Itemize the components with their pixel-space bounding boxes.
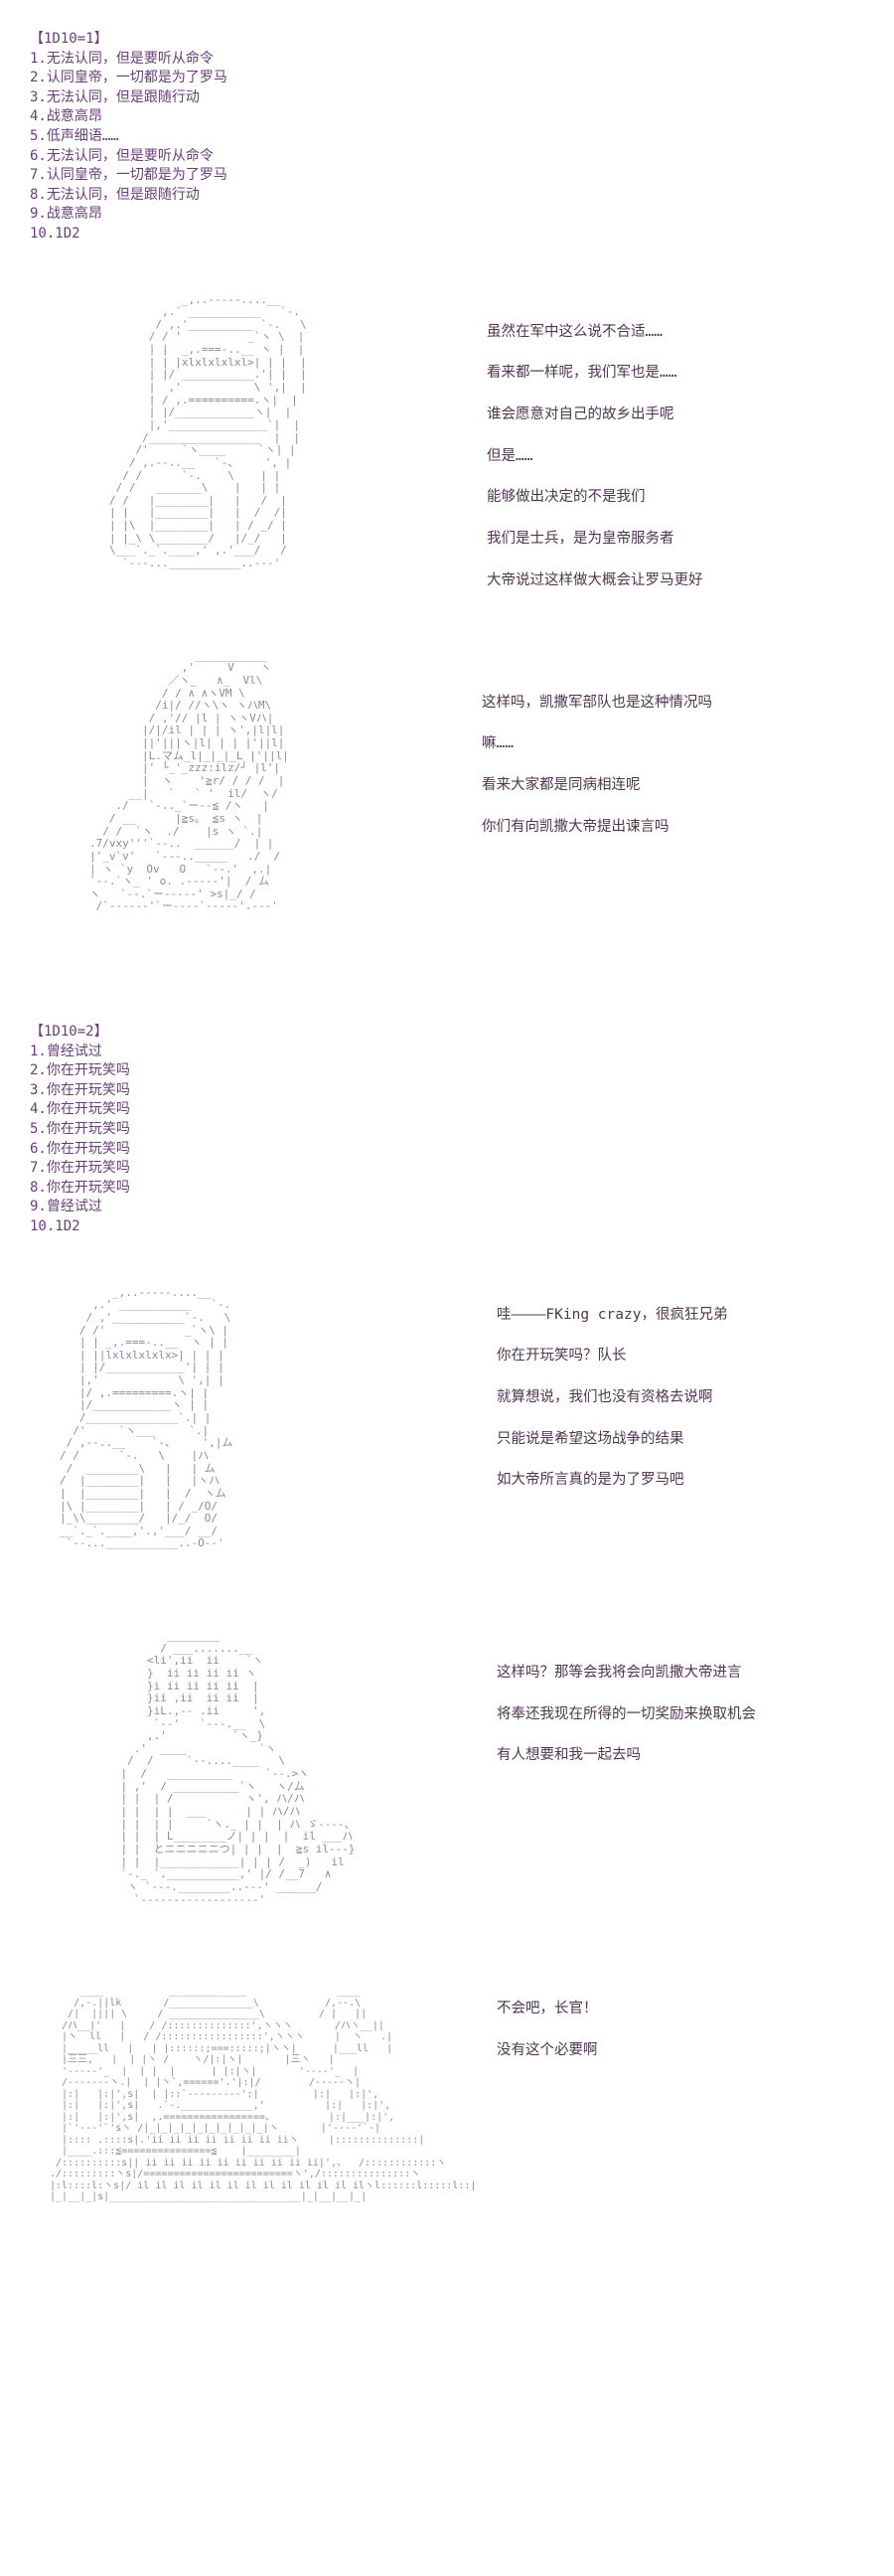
dice-option: 3.无法认同，但是跟随行动	[30, 88, 894, 108]
dice-option: 10.1D2	[30, 1217, 894, 1237]
dialogue-line: 不会吧，长官！	[497, 1991, 598, 2028]
story-panel-5: ____ _____________ ____ /,-.||lk /______…	[0, 1986, 894, 2203]
dialogue-block-2: 这样吗，凯撒军部队也是这种情况吗 嘛…… 看来大家都是同病相连呢 你们有向凯撒大…	[482, 685, 712, 851]
dice-option: 8.你在开玩笑吗	[30, 1179, 894, 1199]
dice-option: 1.曾经试过	[30, 1043, 894, 1062]
dialogue-line: 看来都一样呢，我们军也是……	[487, 355, 703, 393]
dialogue-block-1: 虽然在军中这么说不合适…… 看来都一样呢，我们军也是…… 谁会愿意对自己的故乡出…	[487, 314, 703, 604]
dialogue-line: 没有这个必要啊	[497, 2032, 598, 2070]
dice-option: 1.无法认同，但是要听从命令	[30, 50, 894, 70]
dialogue-line: 如大帝所言真的是为了罗马吧	[497, 1462, 727, 1500]
dialogue-line: 这样吗，凯撒军部队也是这种情况吗	[482, 685, 712, 723]
dice-option: 9.战意高昂	[30, 205, 894, 225]
dice-option: 4.战意高昂	[30, 107, 894, 127]
ascii-art-squad: ____ _____________ ____ /,-.||lk /______…	[50, 1986, 894, 2203]
dialogue-block-3: 哇————FKing crazy，很疯狂兄弟 你在开玩笑吗？队长 就算想说，我们…	[497, 1297, 727, 1504]
dialogue-line: 只能说是希望这场战争的结果	[497, 1421, 727, 1459]
dialogue-line: 我们是士兵，是为皇帝服务者	[487, 521, 703, 559]
dice-option: 7.你在开玩笑吗	[30, 1159, 894, 1179]
dialogue-line: 将奉还我现在所得的一切奖励来换取机会	[497, 1696, 756, 1734]
dice-option: 5.低声细语……	[30, 127, 894, 147]
dialogue-line: 但是……	[487, 438, 703, 476]
dice-option: 3.你在开玩笑吗	[30, 1081, 894, 1101]
dice-option: 2.你在开玩笑吗	[30, 1061, 894, 1081]
dice-option: 4.你在开玩笑吗	[30, 1100, 894, 1120]
dialogue-line: 大帝说过这样做大概会让罗马更好	[487, 563, 703, 600]
story-panel-4: ________ / ___.......__ <li',ii ii `ヽ } …	[0, 1630, 894, 1906]
dice-option: 5.你在开玩笑吗	[30, 1120, 894, 1140]
dialogue-line: 嘛……	[482, 725, 712, 763]
dice-header-1: 【1D10=1】	[30, 30, 894, 50]
dice-option: 6.你在开玩笑吗	[30, 1140, 894, 1160]
dice-roll-block-1: 【1D10=1】 1.无法认同，但是要听从命令 2.认同皇帝，一切都是为了罗马 …	[0, 0, 894, 254]
dice-header-2: 【1D10=2】	[30, 1023, 894, 1043]
dialogue-line: 哇————FKing crazy，很疯狂兄弟	[497, 1297, 727, 1335]
dice-option: 2.认同皇帝，一切都是为了罗马	[30, 69, 894, 88]
dice-option: 10.1D2	[30, 225, 894, 244]
dialogue-line: 谁会愿意对自己的故乡出手呢	[487, 397, 703, 434]
dice-option: 6.无法认同，但是要听从命令	[30, 147, 894, 167]
ascii-art-soldier-2: _,..-----....__ ,.' ___________ `-. / ,'…	[60, 1287, 894, 1550]
dialogue-block-5: 不会吧，长官！ 没有这个必要啊	[497, 1991, 598, 2073]
dialogue-block-4: 这样吗？那等会我将会向凯撒大帝进言 将奉还我现在所得的一切奖励来换取机会 有人想…	[497, 1655, 756, 1779]
story-panel-2: ___________ ,' V ヽ ／ヽ_ ∧_ Vl\ / / ∧ ∧ヽVM…	[0, 650, 894, 913]
story-panel-3: _,..-----....__ ,.' ___________ `-. / ,'…	[0, 1287, 894, 1550]
dialogue-line: 虽然在军中这么说不合适……	[487, 314, 703, 352]
dialogue-line: 你在开玩笑吗？队长	[497, 1338, 727, 1375]
dice-option: 9.曾经试过	[30, 1198, 894, 1217]
dialogue-line: 看来大家都是同病相连呢	[482, 767, 712, 805]
dice-option: 7.认同皇帝，一切都是为了罗马	[30, 166, 894, 186]
ascii-art-armor: ________ / ___.......__ <li',ii ii `ヽ } …	[94, 1630, 894, 1906]
dialogue-line: 你们有向凯撒大帝提出谏言吗	[482, 809, 712, 847]
story-panel-1: _,..-----....__ ,.´ ___________ `-. / ,.…	[0, 294, 894, 570]
dice-option: 8.无法认同，但是跟随行动	[30, 186, 894, 206]
dialogue-line: 有人想要和我一起去吗	[497, 1737, 756, 1775]
dialogue-line: 能够做出决定的不是我们	[487, 479, 703, 517]
dialogue-line: 这样吗？那等会我将会向凯撒大帝进言	[497, 1655, 756, 1692]
dice-roll-block-2: 【1D10=2】 1.曾经试过 2.你在开玩笑吗 3.你在开玩笑吗 4.你在开玩…	[0, 993, 894, 1247]
dialogue-line: 就算想说，我们也没有资格去说啊	[497, 1379, 727, 1417]
